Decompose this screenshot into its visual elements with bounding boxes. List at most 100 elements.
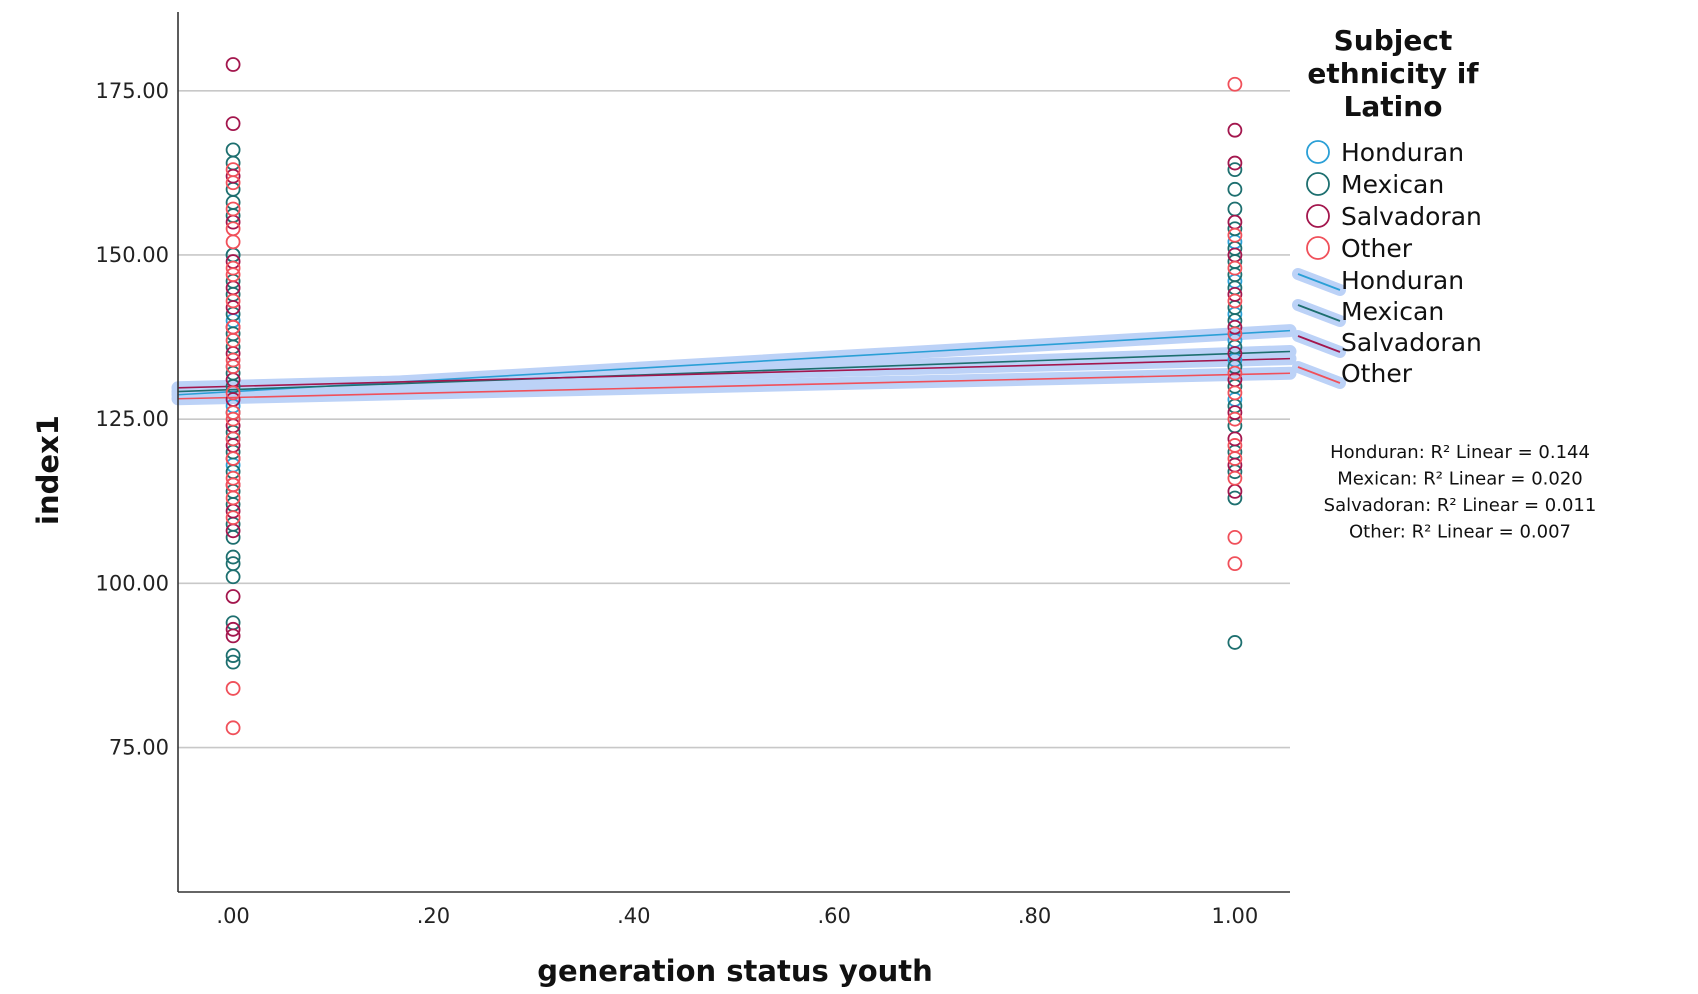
- point-other: [225, 681, 241, 696]
- x-tick-label: .00: [216, 904, 249, 928]
- fit-line-honduran: [177, 329, 1291, 396]
- point-salvadoran: [1227, 319, 1243, 335]
- point-salvadoran: [1227, 286, 1243, 302]
- point-salvadoran: [225, 57, 241, 72]
- y-tick-label: 150.00: [96, 243, 169, 267]
- point-other: [1227, 411, 1243, 427]
- legend-marker-other: [1306, 236, 1330, 260]
- point-mexican: [225, 569, 241, 585]
- point-other: [1227, 451, 1243, 466]
- point-salvadoran: [1227, 431, 1243, 447]
- legend-line-salvadoran: [1297, 335, 1341, 353]
- point-other: [225, 510, 241, 526]
- point-mexican: [1227, 490, 1243, 506]
- y-tick-label: 75.00: [109, 736, 169, 760]
- point-salvadoran: [225, 168, 241, 184]
- point-mexican: [1227, 162, 1243, 178]
- legend-line-honduran: [1297, 273, 1341, 291]
- legend-line-label: Mexican: [1341, 297, 1444, 326]
- r-squared-annotations: Honduran: R² Linear = 0.144 Mexican: R² L…: [1324, 442, 1597, 543]
- legend-marker-mexican: [1306, 172, 1330, 196]
- point-other: [225, 451, 241, 466]
- point-other: [225, 411, 241, 427]
- point-other: [1227, 76, 1243, 92]
- r2-label-salvadoran: Salvadoran: R² Linear = 0.011: [1324, 495, 1597, 516]
- legend-line-label: Other: [1341, 359, 1413, 388]
- point-other: [225, 385, 241, 401]
- legend-marker-label: Other: [1341, 234, 1413, 263]
- x-tick-label: .40: [617, 904, 650, 928]
- point-other: [1227, 385, 1243, 401]
- point-other: [225, 470, 241, 486]
- y-tick-label: 125.00: [96, 407, 169, 431]
- point-mexican: [1227, 181, 1243, 197]
- axes: [177, 12, 1290, 893]
- point-other: [225, 490, 241, 506]
- point-other: [225, 359, 241, 375]
- point-other: [225, 234, 241, 250]
- legend-title-line-3: Latino: [1344, 90, 1443, 123]
- point-salvadoran: [225, 628, 241, 644]
- point-salvadoran: [1227, 122, 1243, 138]
- point-other: [1227, 529, 1243, 545]
- point-mexican: [1227, 221, 1243, 237]
- point-salvadoran: [1227, 155, 1243, 171]
- point-other: [225, 332, 241, 348]
- r2-label-mexican: Mexican: R² Linear = 0.020: [1337, 469, 1583, 490]
- legend: Subject ethnicity if Latino HonduranMexi…: [1292, 24, 1482, 389]
- point-other: [225, 352, 241, 368]
- point-other: [225, 293, 241, 309]
- point-salvadoran: [225, 116, 241, 132]
- legend-line-label: Honduran: [1341, 266, 1464, 295]
- point-salvadoran: [225, 300, 241, 315]
- point-mexican: [225, 654, 241, 670]
- point-other: [225, 720, 241, 736]
- point-salvadoran: [225, 589, 241, 604]
- point-salvadoran: [225, 621, 241, 637]
- point-other: [1227, 293, 1243, 309]
- x-axis-title: generation status youth: [537, 954, 933, 988]
- point-other: [225, 405, 241, 420]
- point-salvadoran: [1227, 346, 1243, 361]
- x-tick-label: .60: [817, 904, 850, 928]
- legend-line-mexican: [1297, 304, 1341, 322]
- gridlines: [178, 90, 1290, 749]
- legend-marker-salvadoran: [1306, 204, 1330, 228]
- data-points: [225, 57, 1243, 736]
- fit-lines: [177, 329, 1291, 400]
- point-mexican: [1227, 635, 1243, 650]
- legend-title-line-1: Subject: [1334, 24, 1453, 57]
- point-mexican: [225, 529, 241, 545]
- legend-marker-label: Honduran: [1341, 138, 1464, 167]
- fit-line-other: [177, 372, 1291, 400]
- x-tick-label: 1.00: [1212, 904, 1259, 928]
- x-tick-label: .80: [1018, 904, 1051, 928]
- fit-line-mexican: [177, 350, 1291, 393]
- r2-label-honduran: Honduran: R² Linear = 0.144: [1330, 442, 1590, 463]
- x-tick-label: .20: [417, 904, 450, 928]
- legend-marker-label: Salvadoran: [1341, 202, 1482, 231]
- point-other: [225, 431, 241, 447]
- point-mexican: [225, 142, 241, 158]
- point-other: [1227, 470, 1243, 486]
- point-other: [225, 267, 241, 283]
- point-other: [1227, 260, 1243, 276]
- legend-marker-label: Mexican: [1341, 170, 1444, 199]
- point-mexican: [1227, 201, 1243, 217]
- legend-title-line-2: ethnicity if: [1307, 57, 1479, 90]
- point-other: [1227, 365, 1243, 381]
- legend-marker-honduran: [1306, 140, 1330, 164]
- point-other: [1227, 326, 1243, 342]
- point-other: [225, 175, 241, 191]
- point-mexican: [225, 648, 241, 663]
- tick-labels: 75.00 100.00 125.00 150.00 175.00 .00 .20 .40 .6…: [96, 79, 1259, 928]
- r2-label-other: Other: R² Linear = 0.007: [1349, 522, 1571, 543]
- point-mexican: [225, 549, 241, 565]
- y-tick-label: 175.00: [96, 79, 169, 103]
- point-other: [1227, 227, 1243, 243]
- y-tick-label: 100.00: [96, 571, 169, 595]
- point-other: [1227, 556, 1243, 572]
- point-other: [225, 201, 241, 217]
